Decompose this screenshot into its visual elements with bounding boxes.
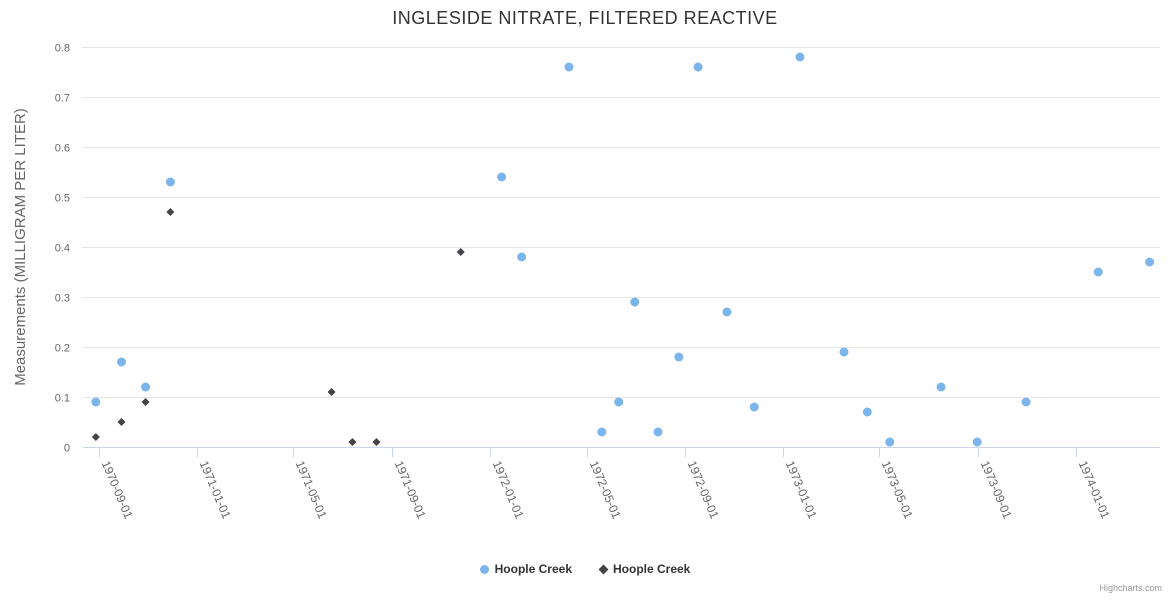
- data-point-circle[interactable]: [1145, 257, 1155, 267]
- data-point-circle[interactable]: [885, 437, 895, 447]
- data-point-circle[interactable]: [517, 252, 527, 262]
- y-axis-tick-label: 0.1: [55, 393, 70, 405]
- data-point-diamond[interactable]: [456, 248, 465, 256]
- y-axis-tick-label: 0.8: [55, 43, 70, 55]
- data-point-diamond[interactable]: [348, 438, 357, 446]
- data-point-circle[interactable]: [1093, 267, 1103, 277]
- data-point-circle[interactable]: [1021, 397, 1031, 407]
- data-point-circle[interactable]: [722, 307, 732, 317]
- x-axis-tick-label: 1973-09-01: [978, 459, 1015, 521]
- x-axis-tick-label: 1972-09-01: [685, 459, 722, 521]
- x-axis-tick-label: 1972-05-01: [587, 459, 624, 521]
- x-axis-tick-label: 1973-01-01: [783, 459, 820, 521]
- y-axis-tick-label: 0.7: [55, 93, 70, 105]
- x-axis-tick-label: 1974-01-01: [1076, 459, 1113, 521]
- data-point-diamond[interactable]: [327, 388, 336, 396]
- chart-title: INGLESIDE NITRATE, FILTERED REACTIVE: [392, 8, 778, 28]
- data-point-circle[interactable]: [972, 437, 982, 447]
- x-axis-tick-label: 1971-05-01: [293, 459, 330, 521]
- y-axis-tick-label: 0.5: [55, 193, 70, 205]
- y-axis-tick-label: 0.2: [55, 343, 70, 355]
- circle-marker-icon: [479, 564, 489, 574]
- data-point-circle[interactable]: [630, 297, 640, 307]
- data-point-circle[interactable]: [749, 402, 759, 412]
- data-point-circle[interactable]: [674, 352, 684, 362]
- data-point-circle[interactable]: [564, 62, 574, 72]
- data-point-diamond[interactable]: [372, 438, 381, 446]
- y-axis-title: Measurements (MILLIGRAM PER LITER): [12, 108, 29, 386]
- y-axis-tick-label: 0.4: [55, 243, 70, 255]
- data-point-circle[interactable]: [614, 397, 624, 407]
- legend-item-hoople-creek-diamonds[interactable]: Hoople Creek: [598, 562, 691, 576]
- data-point-circle[interactable]: [862, 407, 872, 417]
- y-axis-tick-label: 0.6: [55, 143, 70, 155]
- data-point-circle[interactable]: [653, 427, 663, 437]
- x-axis-tick-label: 1972-01-01: [490, 459, 527, 521]
- highcharts-credit-link[interactable]: Highcharts.com: [1099, 583, 1162, 593]
- data-point-circle[interactable]: [936, 382, 946, 392]
- y-axis-tick-label: 0.3: [55, 293, 70, 305]
- diamond-marker-icon: [598, 564, 609, 574]
- data-point-circle[interactable]: [116, 357, 126, 367]
- data-point-diamond[interactable]: [117, 418, 126, 426]
- data-point-diamond[interactable]: [141, 398, 150, 406]
- data-point-diamond[interactable]: [166, 208, 175, 216]
- legend-item-label: Hoople Creek: [613, 562, 691, 576]
- data-point-circle[interactable]: [693, 62, 703, 72]
- x-axis-tick-label: 1971-01-01: [197, 459, 234, 521]
- data-point-circle[interactable]: [839, 347, 849, 357]
- x-axis-tick-label: 1973-05-01: [879, 459, 916, 521]
- legend-item-hoople-creek-circles[interactable]: Hoople Creek: [479, 562, 572, 576]
- data-point-circle[interactable]: [91, 397, 101, 407]
- legend: Hoople Creek Hoople Creek: [0, 562, 1170, 576]
- data-point-circle[interactable]: [165, 177, 175, 187]
- legend-item-label: Hoople Creek: [494, 562, 572, 576]
- data-point-circle[interactable]: [597, 427, 607, 437]
- data-point-circle[interactable]: [795, 52, 805, 62]
- x-axis-tick-label: 1971-09-01: [392, 459, 429, 521]
- data-point-circle[interactable]: [497, 172, 507, 182]
- x-axis-tick-label: 1970-09-01: [99, 459, 136, 521]
- y-axis-tick-label: 0: [64, 443, 70, 455]
- data-point-circle[interactable]: [141, 382, 151, 392]
- data-point-diamond[interactable]: [91, 433, 100, 441]
